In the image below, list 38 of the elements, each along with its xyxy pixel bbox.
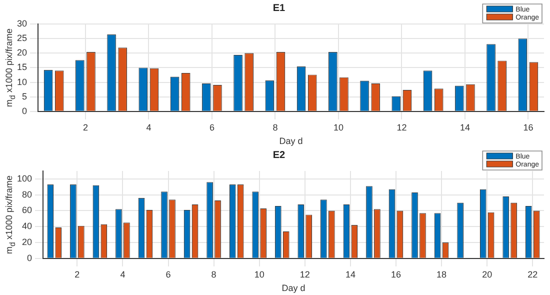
x-axis-title: Day d	[282, 283, 306, 294]
y-tick-label: 5	[22, 91, 28, 102]
x-tick-label: 6	[166, 269, 171, 280]
x-tick-label: 14	[460, 122, 470, 132]
x-tick-label: 22	[528, 269, 538, 280]
y-tick-label: 30	[16, 18, 28, 28]
y-tick-label: 20	[16, 48, 28, 58]
y-tick-label: 60	[22, 205, 32, 216]
x-tick-label: 12	[300, 269, 310, 280]
x-tick-label: 8	[211, 269, 216, 280]
x-tick-label: 12	[396, 122, 407, 132]
y-tick-label: 80	[22, 189, 32, 200]
y-tick-label: 25	[16, 33, 28, 44]
chart-title: E2	[272, 150, 286, 161]
x-tick-label: 16	[390, 269, 401, 280]
x-tick-label: 10	[254, 269, 264, 280]
x-tick-label: 20	[482, 269, 492, 280]
y-tick-label: 10	[16, 76, 28, 87]
x-tick-label: 14	[345, 269, 356, 280]
y-tick-label: 100	[16, 173, 32, 184]
y-axis-title: md x1000 pix/frame	[4, 175, 17, 254]
chart-title: E1	[272, 2, 286, 14]
y-tick-label: 0	[27, 252, 32, 263]
x-tick-label: 18	[436, 269, 447, 280]
x-tick-label: 10	[333, 122, 344, 132]
x-tick-label: 16	[523, 122, 534, 132]
y-tick-label: 0	[22, 106, 28, 116]
x-tick-label: 6	[209, 122, 214, 132]
x-tick-label: 8	[272, 122, 278, 132]
x-tick-label: 2	[82, 122, 88, 132]
x-tick-label: 2	[74, 269, 80, 280]
x-axis-title: Day d	[279, 136, 303, 146]
y-tick-label: 20	[22, 236, 32, 247]
y-tick-label: 15	[16, 62, 28, 72]
y-tick-label: 40	[22, 221, 32, 232]
x-tick-label: 4	[120, 269, 126, 280]
x-tick-label: 4	[146, 122, 152, 132]
y-axis-title: md x1000 pix/frame	[4, 28, 17, 107]
